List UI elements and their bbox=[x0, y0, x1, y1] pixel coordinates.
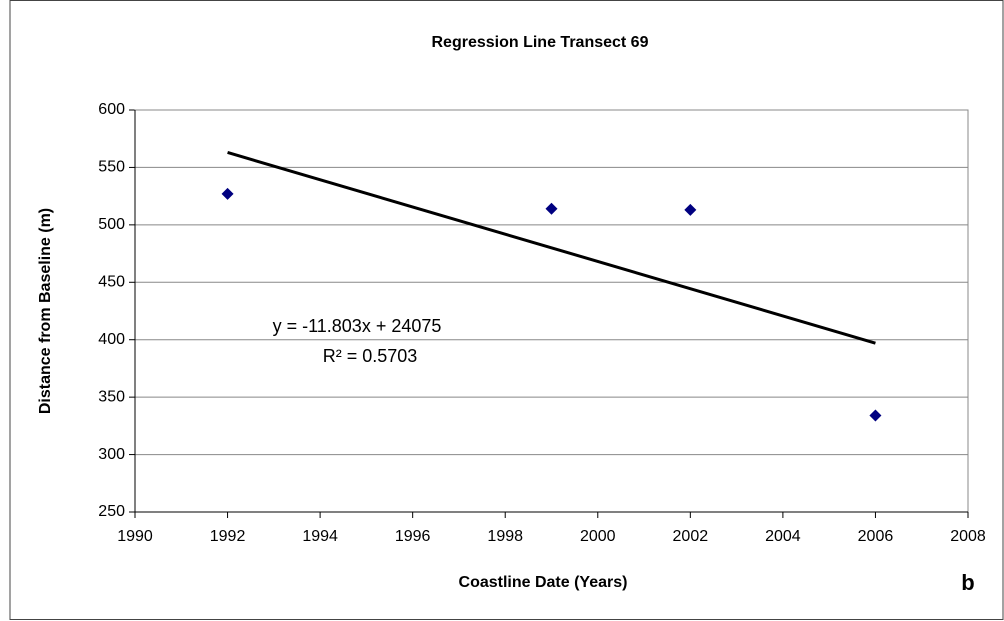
trendline bbox=[227, 151, 876, 345]
x-tick-label: 1996 bbox=[395, 528, 431, 545]
y-tick-label: 350 bbox=[98, 388, 125, 405]
y-axis-label: Distance from Baseline (m) bbox=[37, 208, 54, 414]
x-tick-label: 1990 bbox=[117, 528, 153, 545]
y-tick-label: 600 bbox=[98, 101, 125, 118]
x-tick-label: 2000 bbox=[580, 528, 616, 545]
x-tick-label: 2008 bbox=[950, 528, 986, 545]
data-point bbox=[545, 202, 558, 215]
x-tick-label: 1998 bbox=[487, 528, 523, 545]
data-point bbox=[221, 187, 234, 200]
chart-title: Regression Line Transect 69 bbox=[432, 34, 649, 51]
y-tick-label: 500 bbox=[98, 216, 125, 233]
panel-label: b bbox=[961, 570, 974, 595]
x-tick-label: 2004 bbox=[765, 528, 801, 545]
x-tick-label: 1992 bbox=[210, 528, 246, 545]
y-tick-label: 550 bbox=[98, 159, 125, 176]
y-tick-label: 300 bbox=[98, 446, 125, 463]
x-tick-label: 1994 bbox=[302, 528, 338, 545]
equation-label: y = -11.803x + 24075 bbox=[273, 316, 442, 336]
data-point bbox=[869, 409, 882, 422]
x-tick-label: 2006 bbox=[858, 528, 894, 545]
y-tick-label: 250 bbox=[98, 503, 125, 520]
r-squared-label: R² = 0.5703 bbox=[323, 346, 418, 366]
x-tick-label: 2002 bbox=[673, 528, 709, 545]
chart-frame bbox=[9, 0, 1004, 620]
x-axis-label: Coastline Date (Years) bbox=[459, 574, 628, 591]
y-tick-label: 400 bbox=[98, 331, 125, 348]
data-point bbox=[684, 203, 697, 216]
y-tick-label: 450 bbox=[98, 274, 125, 291]
